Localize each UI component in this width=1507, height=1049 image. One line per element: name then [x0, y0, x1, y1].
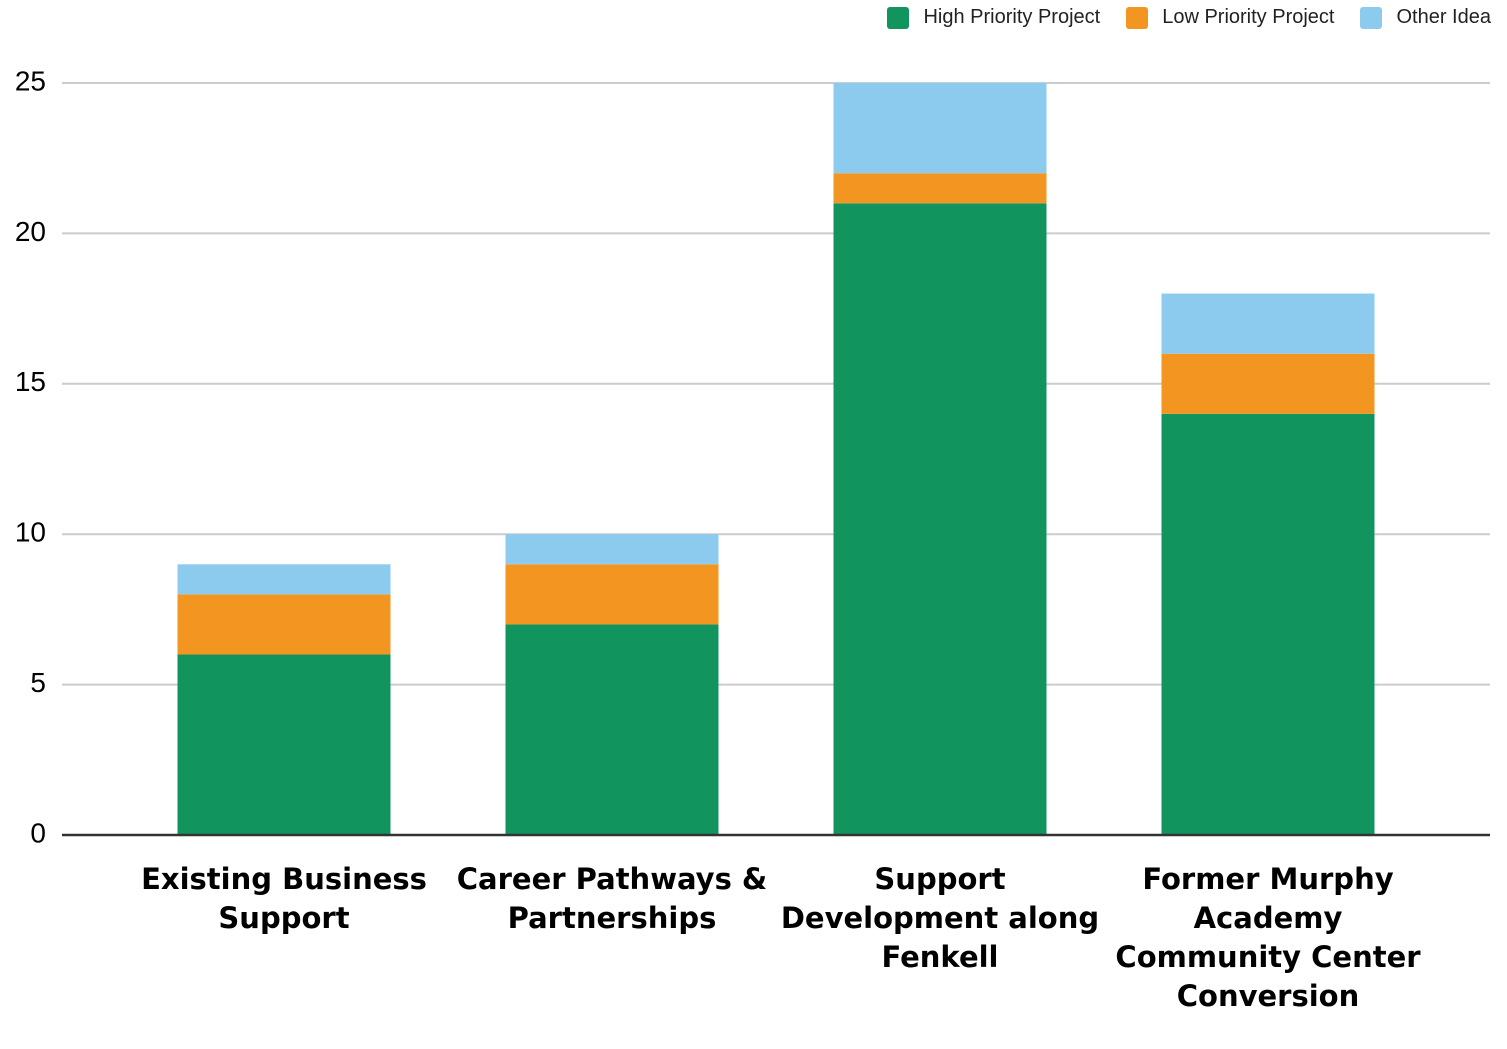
- y-tick-label: 20: [15, 216, 46, 247]
- bar-segment: [834, 173, 1047, 203]
- bar-segment: [506, 564, 719, 624]
- bar-segment: [1162, 414, 1375, 835]
- y-tick-label: 15: [15, 366, 46, 397]
- bar-segment: [178, 564, 391, 594]
- x-tick-label: Support Development along Fenkell: [775, 860, 1105, 977]
- bar-segment: [834, 83, 1047, 173]
- x-tick-label: Existing Business Support: [119, 860, 449, 938]
- legend-label: Low Priority Project: [1162, 6, 1334, 29]
- legend-swatch: [887, 7, 909, 29]
- y-tick-label: 10: [15, 517, 46, 548]
- y-tick-label: 5: [30, 667, 46, 698]
- legend-item: Low Priority Project: [1126, 6, 1334, 29]
- legend: High Priority Project Low Priority Projec…: [887, 6, 1491, 29]
- x-tick-label: Former Murphy Academy Community Center C…: [1103, 860, 1433, 1016]
- page: 0 5 10 15 20 25 High Priority Project Low Prio…: [0, 0, 1507, 1049]
- bar-segment: [178, 594, 391, 654]
- y-tick-label: 0: [30, 817, 46, 848]
- x-tick-label: Career Pathways & Partnerships: [447, 860, 777, 938]
- bar-segment: [506, 624, 719, 835]
- bar-segment: [506, 534, 719, 564]
- y-tick-label: 25: [15, 65, 46, 96]
- legend-swatch: [1360, 7, 1382, 29]
- legend-item: Other Idea: [1360, 6, 1491, 29]
- legend-swatch: [1126, 7, 1148, 29]
- legend-label: Other Idea: [1396, 6, 1491, 29]
- legend-label: High Priority Project: [923, 6, 1100, 29]
- bar-segment: [1162, 294, 1375, 354]
- bar-segment: [178, 655, 391, 835]
- legend-item: High Priority Project: [887, 6, 1100, 29]
- bar-segment: [1162, 354, 1375, 414]
- bar-segment: [834, 203, 1047, 835]
